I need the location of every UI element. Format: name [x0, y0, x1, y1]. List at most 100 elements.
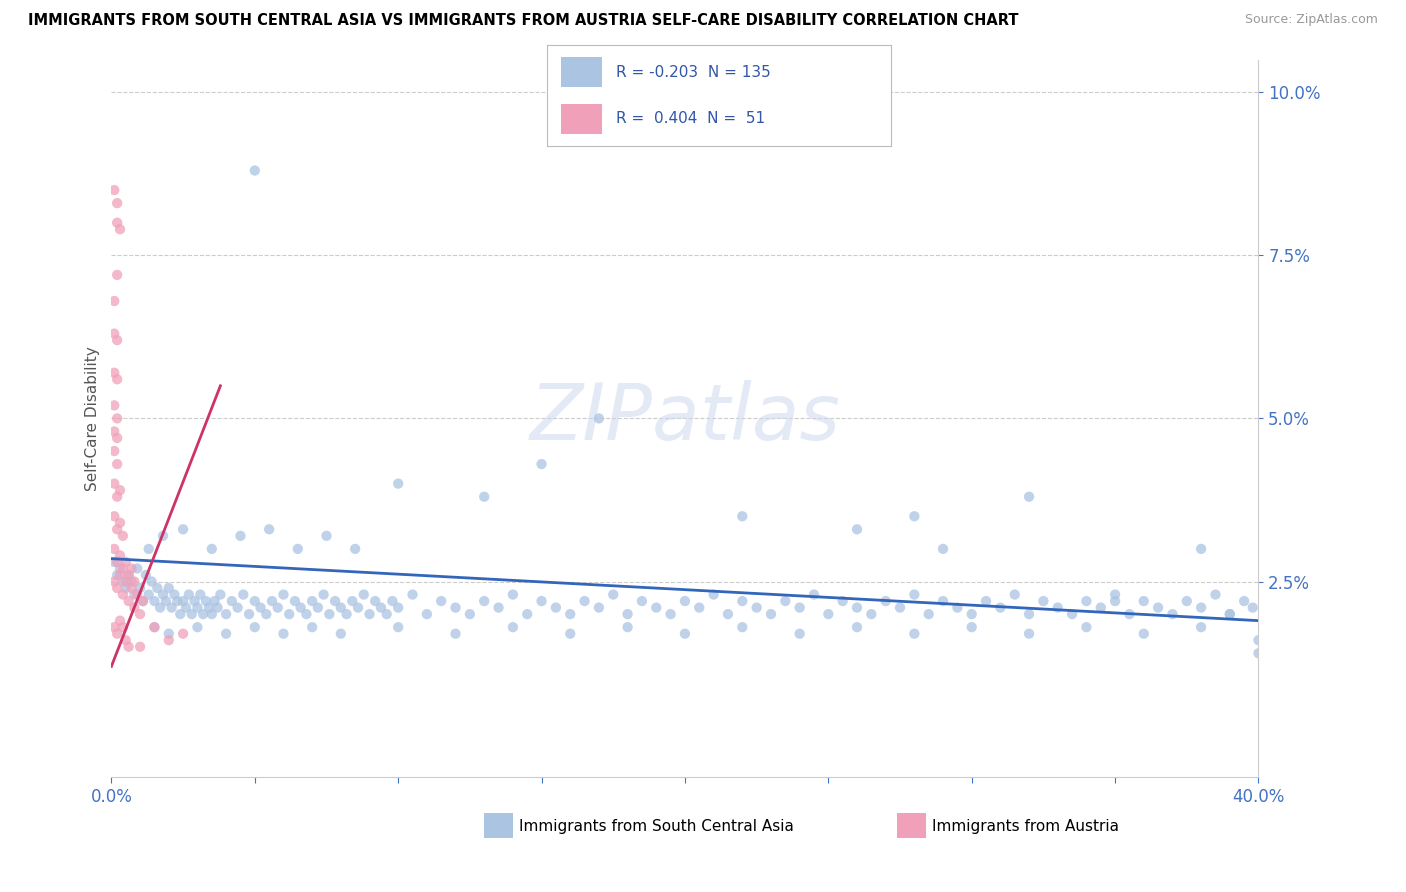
Point [121, 574, 143, 589]
Point [129, 640, 152, 654]
Point [903, 626, 925, 640]
Point [143, 620, 166, 634]
Point [121, 561, 143, 575]
Point [1189, 620, 1212, 634]
Point [673, 594, 696, 608]
Text: ZIPatlas: ZIPatlas [530, 380, 841, 457]
Point [1004, 588, 1026, 602]
Point [108, 614, 131, 628]
Point [946, 600, 969, 615]
Point [129, 607, 152, 621]
Point [103, 555, 125, 569]
Point [105, 196, 128, 211]
Point [180, 607, 202, 621]
Point [775, 594, 797, 608]
Point [903, 509, 925, 524]
Point [353, 588, 375, 602]
Text: Immigrants from Austria: Immigrants from Austria [932, 819, 1119, 833]
Point [111, 588, 134, 602]
Point [1241, 600, 1264, 615]
Point [188, 588, 211, 602]
Point [846, 522, 869, 536]
Point [152, 529, 174, 543]
Point [444, 626, 467, 640]
Point [588, 600, 610, 615]
Point [803, 588, 825, 602]
Point [444, 600, 467, 615]
Point [1189, 600, 1212, 615]
Point [117, 568, 139, 582]
Point [1018, 490, 1040, 504]
Point [430, 594, 453, 608]
Point [105, 490, 128, 504]
Point [138, 588, 160, 602]
Point [132, 594, 155, 608]
Point [502, 620, 524, 634]
Point [918, 607, 941, 621]
Point [370, 600, 392, 615]
Point [117, 640, 139, 654]
Point [1132, 626, 1154, 640]
Point [215, 626, 238, 640]
Point [574, 594, 596, 608]
Point [103, 425, 125, 439]
Point [703, 588, 725, 602]
Point [560, 607, 582, 621]
Point [731, 509, 754, 524]
Point [108, 222, 131, 236]
Point [875, 594, 897, 608]
Point [111, 574, 134, 589]
Point [1032, 594, 1054, 608]
Point [602, 588, 624, 602]
Point [172, 522, 194, 536]
Point [157, 581, 180, 595]
Point [364, 594, 387, 608]
Point [846, 620, 869, 634]
Point [616, 620, 638, 634]
Point [195, 594, 218, 608]
Point [318, 607, 340, 621]
Point [645, 600, 668, 615]
Point [688, 600, 710, 615]
Point [903, 588, 925, 602]
Point [169, 607, 191, 621]
Point [315, 529, 337, 543]
Point [401, 588, 423, 602]
Point [260, 594, 283, 608]
Point [381, 594, 404, 608]
Point [105, 555, 128, 569]
Point [221, 594, 243, 608]
Point [198, 600, 221, 615]
Point [174, 600, 197, 615]
Point [1204, 588, 1226, 602]
Point [103, 574, 125, 589]
Point [458, 607, 481, 621]
Point [204, 594, 226, 608]
Point [301, 594, 323, 608]
Point [103, 476, 125, 491]
Point [127, 588, 149, 602]
Point [530, 594, 553, 608]
Point [157, 626, 180, 640]
Text: Immigrants from South Central Asia: Immigrants from South Central Asia [519, 819, 793, 833]
Point [1018, 626, 1040, 640]
Point [1118, 607, 1140, 621]
Point [257, 522, 280, 536]
Point [342, 594, 364, 608]
Point [108, 561, 131, 575]
Point [186, 600, 208, 615]
Y-axis label: Self-Care Disability: Self-Care Disability [86, 346, 100, 491]
Point [172, 626, 194, 640]
Point [111, 620, 134, 634]
Point [193, 607, 215, 621]
Point [359, 607, 381, 621]
Point [731, 594, 754, 608]
Point [295, 607, 318, 621]
Point [103, 398, 125, 412]
Point [103, 541, 125, 556]
Point [588, 411, 610, 425]
Point [238, 607, 260, 621]
Point [127, 561, 149, 575]
Point [1219, 607, 1241, 621]
Point [249, 600, 271, 615]
